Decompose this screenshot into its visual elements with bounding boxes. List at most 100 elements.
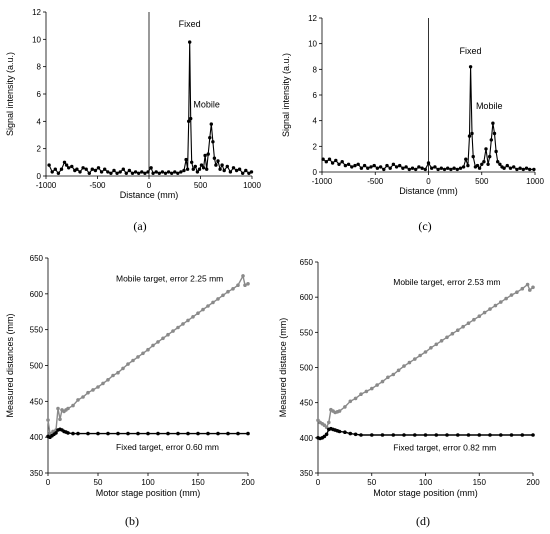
data-point <box>512 165 516 169</box>
x-tick-label: 100 <box>141 478 155 487</box>
y-tick-label: 500 <box>30 362 44 371</box>
data-point <box>391 372 396 377</box>
x-tick-label: -1000 <box>312 177 333 186</box>
data-point <box>84 167 88 171</box>
data-point <box>236 283 240 288</box>
data-point <box>434 342 439 347</box>
data-point <box>161 336 165 341</box>
y-tick-label: 550 <box>30 326 44 335</box>
data-point <box>515 167 519 172</box>
data-point <box>509 293 514 297</box>
data-point <box>509 433 514 437</box>
data-point <box>391 162 396 166</box>
data-point <box>353 432 358 437</box>
annotation-label: Mobile <box>476 101 503 111</box>
data-point <box>112 168 116 173</box>
data-point <box>442 167 447 172</box>
data-point <box>216 431 220 436</box>
data-point <box>482 160 486 164</box>
data-point <box>491 121 495 125</box>
data-point <box>488 307 492 311</box>
data-point <box>334 158 338 163</box>
data-point <box>127 168 132 173</box>
data-point <box>505 163 509 168</box>
data-point <box>477 433 482 437</box>
data-point <box>188 40 192 44</box>
y-tick-label: 10 <box>32 35 41 44</box>
data-point <box>81 395 85 399</box>
data-point <box>423 350 428 354</box>
x-tick-label: 50 <box>94 478 103 487</box>
data-point <box>66 431 70 435</box>
data-point <box>343 430 347 435</box>
data-point <box>115 171 119 175</box>
y-tick-label: 400 <box>30 433 44 442</box>
data-point <box>467 134 472 138</box>
data-point <box>386 375 390 380</box>
data-point <box>221 293 225 298</box>
data-point <box>190 160 194 164</box>
y-tick-label: 6 <box>313 91 318 100</box>
data-point <box>488 433 492 437</box>
panel-caption: (b) <box>125 514 139 528</box>
data-point <box>186 318 190 323</box>
y-tick-label: 8 <box>313 65 318 74</box>
data-point <box>118 170 122 174</box>
data-point <box>58 417 62 422</box>
data-point <box>87 171 92 175</box>
x-tick-label: 200 <box>241 478 255 487</box>
data-point <box>246 431 250 436</box>
y-tick-label: 12 <box>32 8 41 17</box>
data-point <box>208 136 212 140</box>
data-point <box>226 431 230 436</box>
data-point <box>96 166 101 170</box>
data-point <box>103 167 107 171</box>
data-point <box>356 162 360 166</box>
data-point <box>370 386 374 391</box>
data-point <box>106 170 110 174</box>
data-point <box>166 431 170 436</box>
data-point <box>249 170 254 174</box>
data-point <box>466 433 471 437</box>
annotation-label: Fixed <box>179 19 201 29</box>
y-axis-label: Signal intensity (a.u.) <box>5 52 15 136</box>
data-point <box>184 157 188 162</box>
data-point <box>241 171 245 175</box>
data-point <box>116 370 120 375</box>
data-point <box>330 161 335 165</box>
data-point <box>449 167 453 172</box>
series-line <box>48 42 252 175</box>
data-point <box>236 431 240 436</box>
x-tick-label: 0 <box>316 478 321 487</box>
data-point <box>458 166 463 170</box>
data-point <box>532 167 536 172</box>
data-point <box>51 429 55 434</box>
data-point <box>54 431 58 435</box>
data-point <box>520 433 525 437</box>
data-point <box>71 431 75 436</box>
data-point <box>380 433 385 437</box>
data-point <box>64 163 69 167</box>
data-point <box>231 166 236 170</box>
data-point <box>420 166 424 170</box>
data-point <box>353 396 358 401</box>
data-point <box>327 157 332 161</box>
data-point <box>111 373 115 378</box>
y-tick-label: 2 <box>313 142 318 151</box>
x-tick-label: -500 <box>367 177 384 186</box>
data-point <box>504 296 508 301</box>
data-point <box>109 171 113 175</box>
data-point <box>99 170 104 174</box>
data-point <box>131 358 135 363</box>
data-point <box>477 314 482 319</box>
x-axis-label: Distance (mm) <box>120 190 179 200</box>
data-point <box>380 379 385 384</box>
data-point <box>93 168 98 173</box>
data-point <box>124 171 128 175</box>
data-point <box>206 152 210 156</box>
data-point <box>520 286 525 291</box>
chart-panel-b: 350 400 450 500 550 600 650 0 50 100 150 200 Motor s… <box>5 254 255 528</box>
data-point <box>222 168 226 173</box>
data-point <box>214 163 218 167</box>
chart-panel-c: 0 2 4 6 8 10 12 -1000 -500 0 500 1000 Distance (mm) S… <box>281 14 544 233</box>
